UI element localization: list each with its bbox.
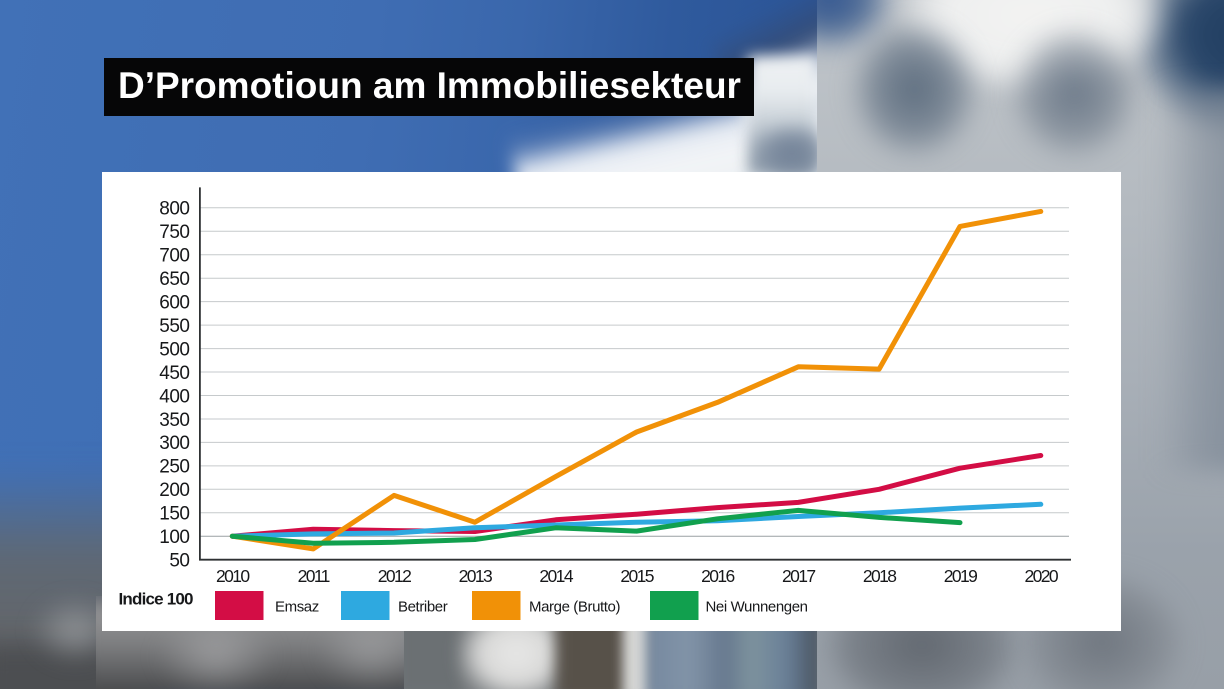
svg-text:400: 400 — [159, 386, 189, 407]
svg-text:2016: 2016 — [701, 566, 734, 586]
svg-text:50: 50 — [169, 551, 189, 572]
svg-text:2019: 2019 — [944, 566, 977, 586]
svg-text:Betriber: Betriber — [398, 599, 448, 616]
svg-text:800: 800 — [159, 199, 189, 220]
svg-text:Marge (Brutto): Marge (Brutto) — [529, 599, 620, 616]
svg-text:2017: 2017 — [782, 566, 815, 586]
svg-text:350: 350 — [159, 410, 189, 431]
svg-text:250: 250 — [159, 457, 189, 478]
svg-text:100: 100 — [159, 527, 189, 548]
svg-text:Indice 100: Indice 100 — [119, 590, 194, 609]
svg-text:150: 150 — [159, 504, 189, 525]
svg-text:Emsaz: Emsaz — [275, 599, 319, 616]
svg-text:200: 200 — [159, 480, 189, 501]
svg-text:650: 650 — [159, 269, 189, 290]
svg-text:2018: 2018 — [863, 566, 896, 586]
svg-text:2020: 2020 — [1025, 566, 1059, 586]
svg-text:450: 450 — [159, 363, 189, 384]
svg-text:600: 600 — [159, 292, 189, 313]
svg-text:2012: 2012 — [378, 566, 411, 586]
svg-text:2015: 2015 — [620, 566, 653, 586]
svg-text:2014: 2014 — [539, 566, 573, 586]
svg-text:Nei Wunnengen: Nei Wunnengen — [706, 599, 808, 616]
svg-text:700: 700 — [159, 246, 189, 267]
svg-text:750: 750 — [159, 222, 189, 243]
svg-text:2010: 2010 — [216, 566, 250, 586]
svg-text:2011: 2011 — [298, 566, 330, 586]
svg-text:550: 550 — [159, 316, 189, 337]
svg-text:300: 300 — [159, 433, 189, 454]
svg-text:500: 500 — [159, 339, 189, 360]
svg-text:2013: 2013 — [459, 566, 492, 586]
